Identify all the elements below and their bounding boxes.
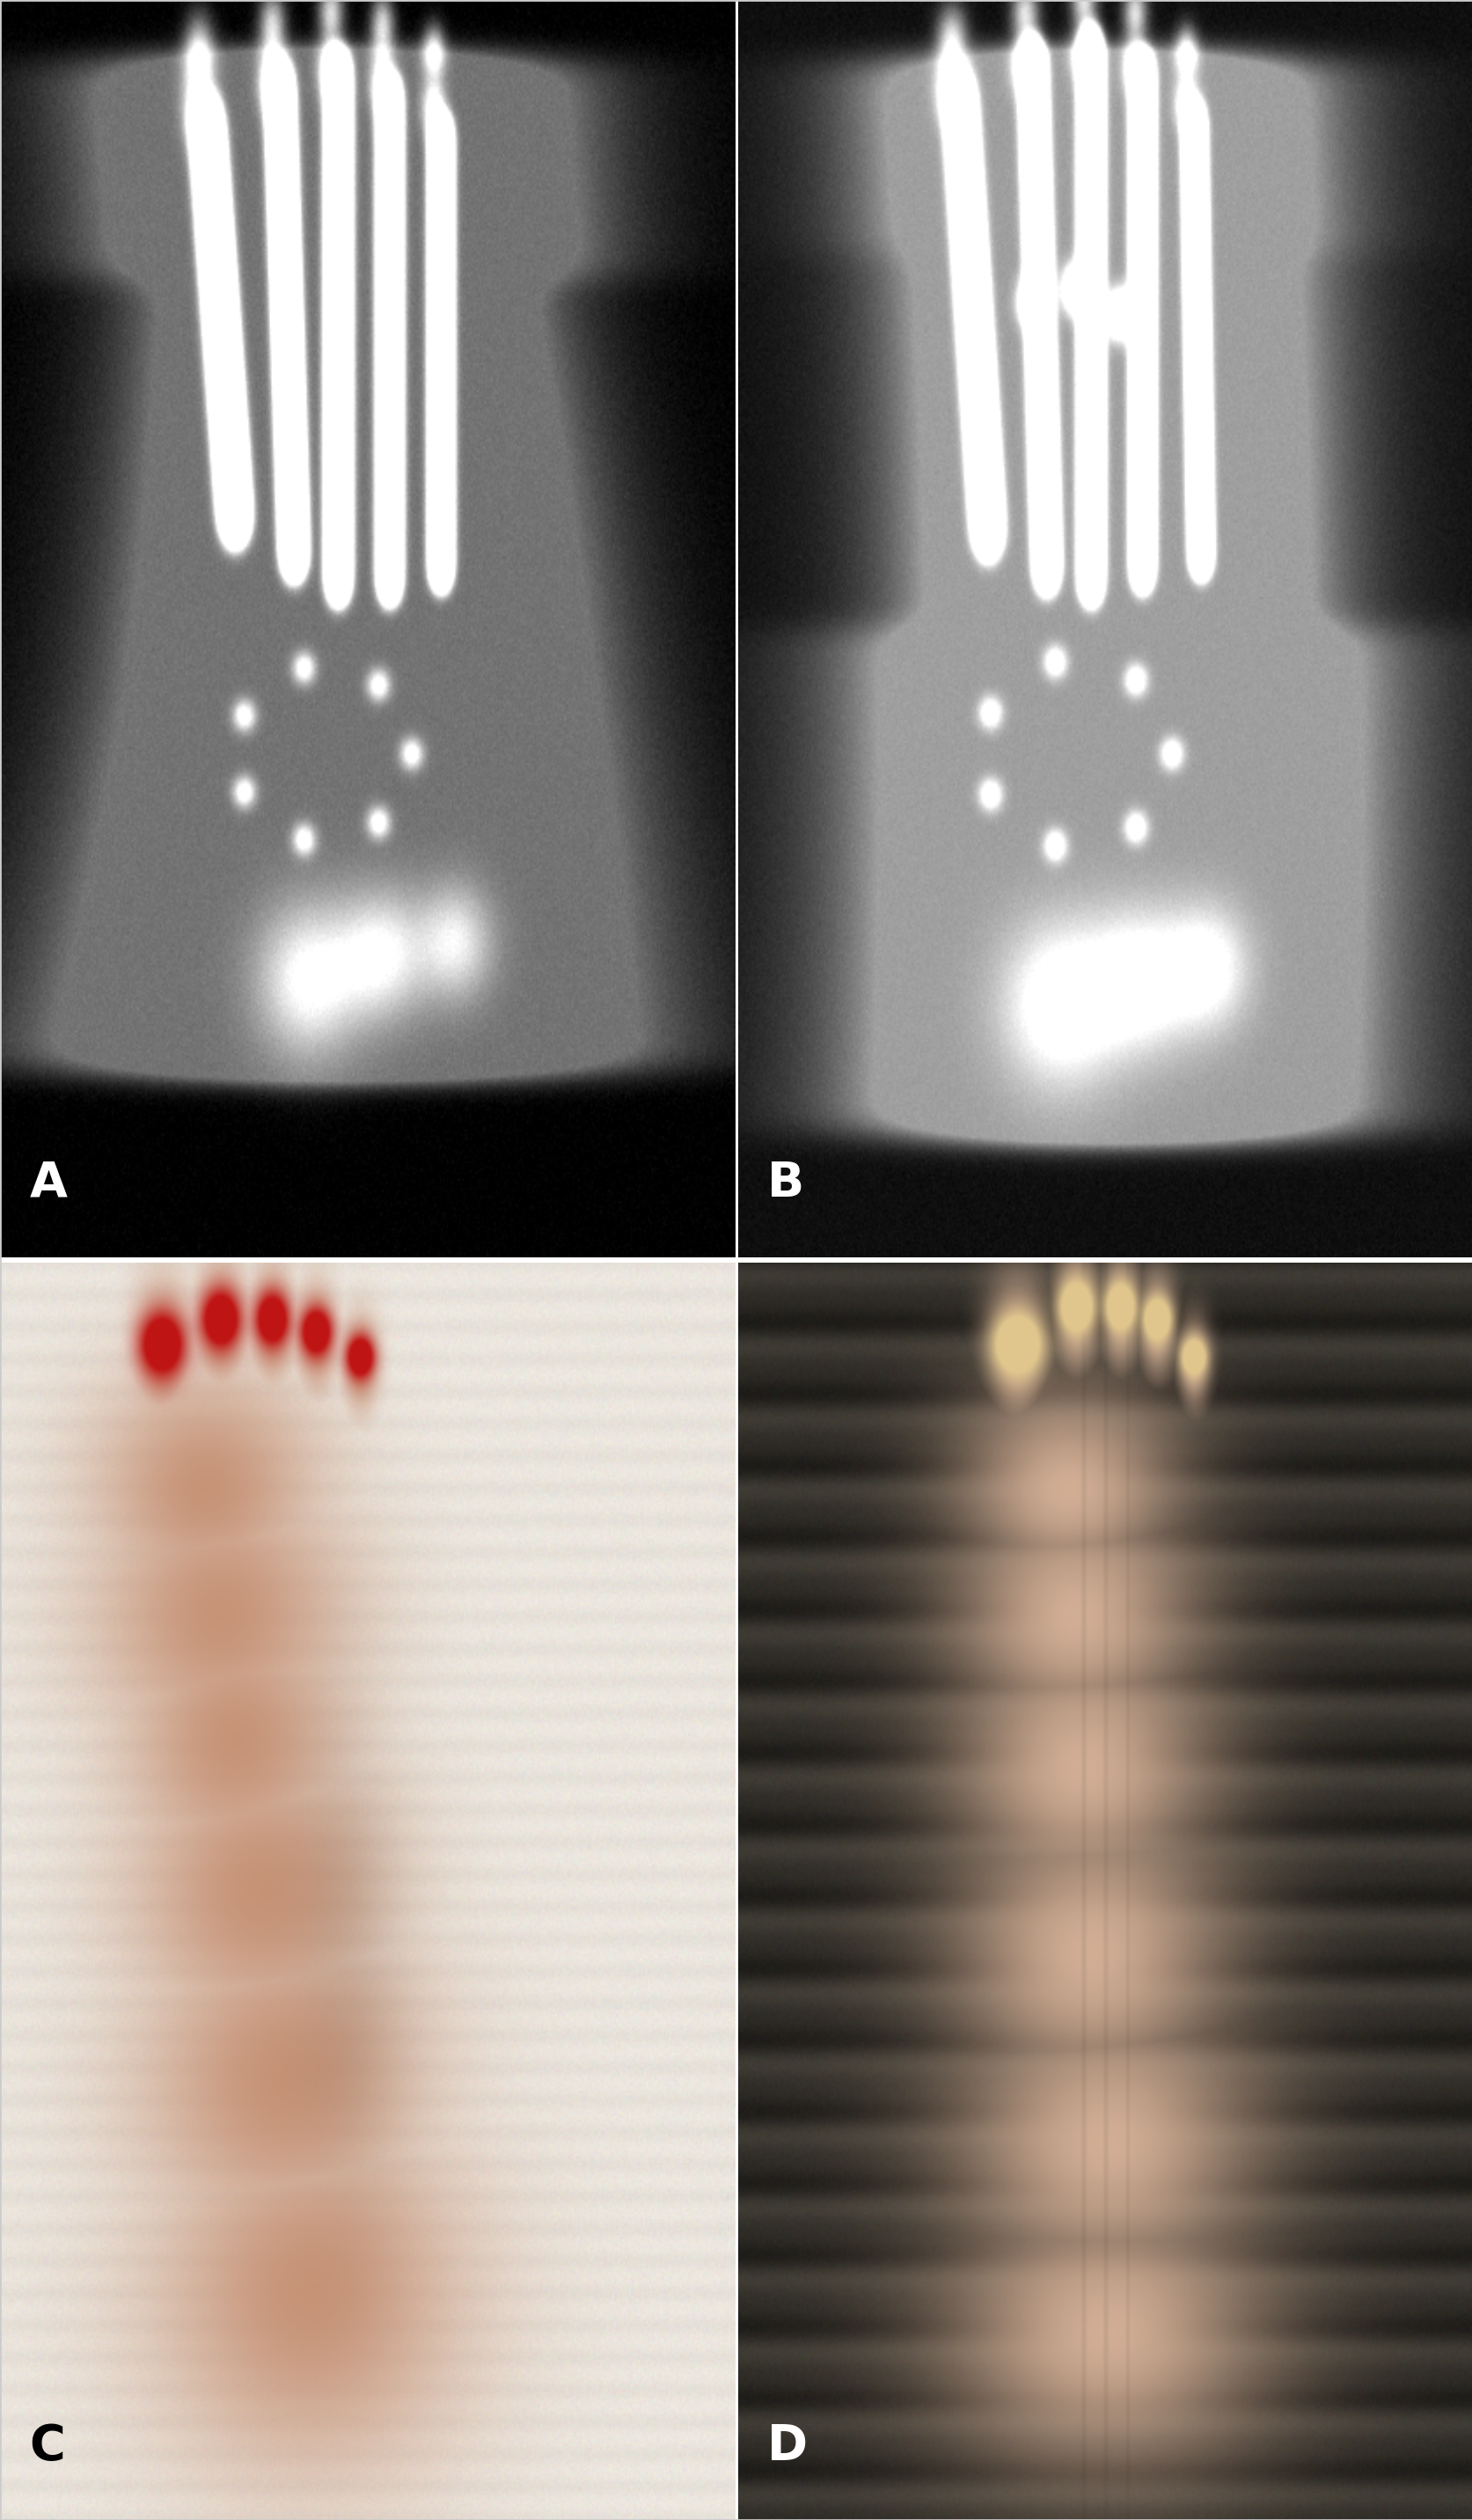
Text: B: B <box>767 1159 804 1207</box>
Text: D: D <box>767 2422 808 2470</box>
Text: A: A <box>29 1159 68 1207</box>
Text: C: C <box>29 2422 65 2470</box>
